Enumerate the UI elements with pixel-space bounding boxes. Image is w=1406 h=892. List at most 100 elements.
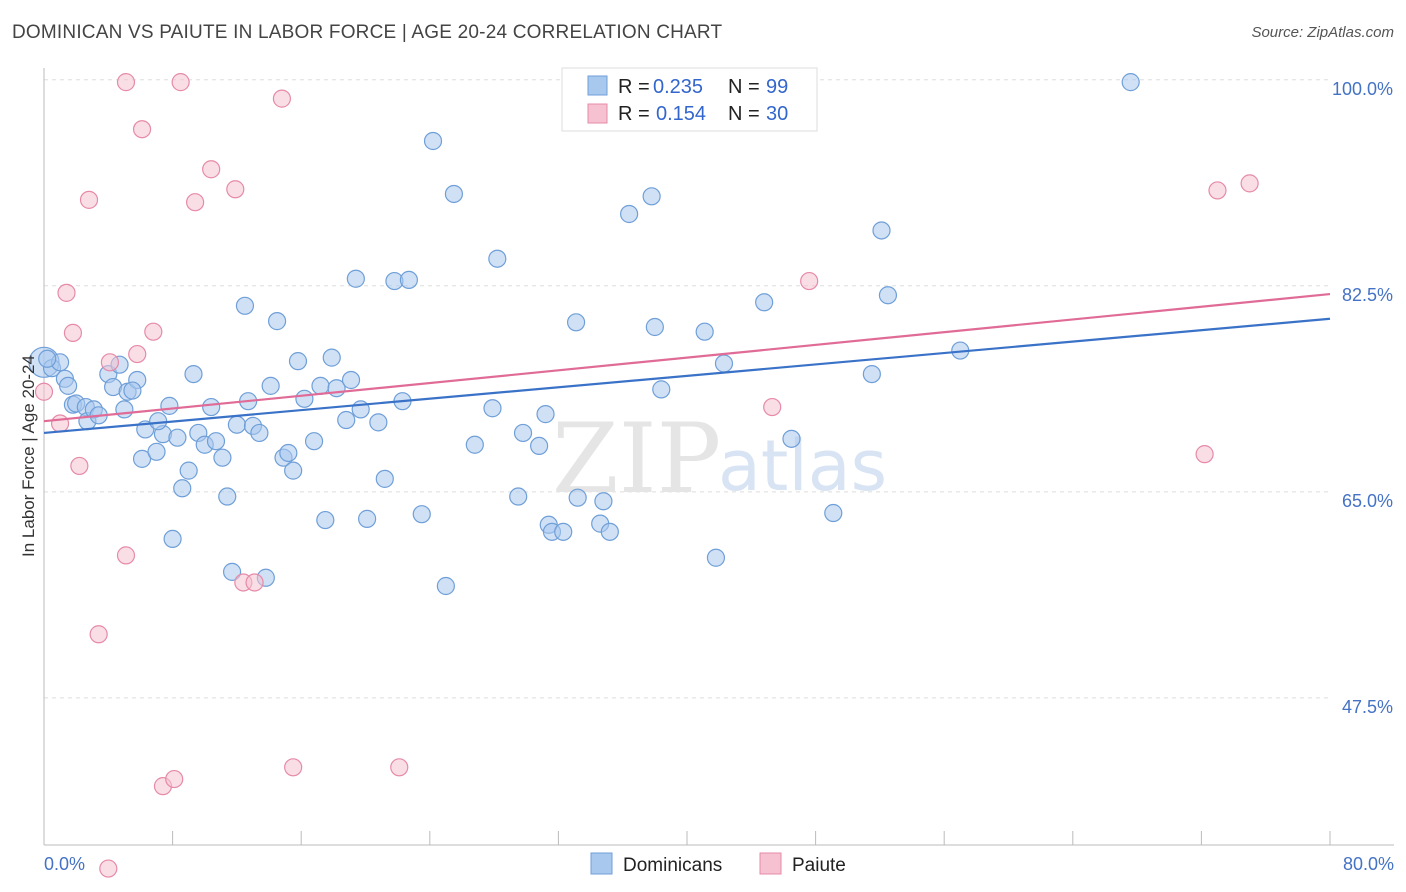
point-dominicans xyxy=(206,432,226,451)
point-dominicans xyxy=(59,376,78,395)
point-dominicans xyxy=(341,370,361,390)
point-paiute xyxy=(226,180,245,199)
point-paiute xyxy=(245,573,264,592)
point-dominicans xyxy=(782,429,801,448)
trend-lines xyxy=(43,292,1331,435)
point-dominicans xyxy=(132,449,152,468)
point-paiute xyxy=(128,344,147,364)
point-dominicans xyxy=(566,313,586,332)
point-dominicans xyxy=(168,428,187,447)
point-dominicans xyxy=(862,364,881,384)
point-dominicans xyxy=(706,548,726,567)
point-dominicans xyxy=(173,479,192,498)
point-dominicans xyxy=(695,322,714,341)
point-dominicans xyxy=(250,423,269,443)
legend-swatch-paiute xyxy=(587,103,608,124)
point-dominicans xyxy=(375,469,394,488)
correlation-legend: R = 0.235 N = 99 R = 0.154 N = 30 xyxy=(561,67,818,132)
point-dominicans xyxy=(261,376,280,395)
point-dominicans xyxy=(554,522,573,541)
point-dominicans xyxy=(513,423,533,443)
point-dominicans xyxy=(488,249,507,268)
point-dominicans xyxy=(509,487,528,506)
point-dominicans xyxy=(218,487,237,506)
point-paiute xyxy=(99,859,118,878)
y-tick-label: 100.0% xyxy=(1332,79,1393,99)
series-legend-label-dominicans: Dominicans xyxy=(623,855,722,876)
point-dominicans xyxy=(235,296,255,315)
point-dominicans xyxy=(267,312,287,331)
point-paiute xyxy=(70,456,89,476)
series-legend-swatch-paiute xyxy=(759,852,782,875)
point-dominicans xyxy=(568,488,587,507)
legend-r-label-dominicans: R = xyxy=(618,76,650,98)
point-paiute xyxy=(1240,174,1259,193)
point-dominicans xyxy=(1121,73,1140,92)
point-dominicans xyxy=(530,436,549,456)
legend-r-label-paiute: R = xyxy=(618,103,650,125)
point-dominicans xyxy=(872,221,891,240)
point-paiute xyxy=(284,758,303,777)
point-dominicans xyxy=(465,435,484,454)
point-dominicans xyxy=(483,399,502,418)
point-paiute xyxy=(116,73,136,92)
point-dominicans xyxy=(163,529,182,549)
point-paiute xyxy=(800,271,819,291)
point-dominicans xyxy=(222,562,242,581)
legend-n-value-paiute: 30 xyxy=(766,103,788,125)
point-paiute xyxy=(1208,181,1227,200)
x-tick-label-max: 80.0% xyxy=(1343,854,1394,874)
point-dominicans xyxy=(423,131,443,151)
point-paiute xyxy=(100,353,120,372)
point-paiute xyxy=(57,283,76,302)
legend-n-label-dominicans: N = xyxy=(728,76,760,98)
point-dominicans xyxy=(642,187,661,206)
point-dominicans xyxy=(311,376,330,395)
point-paiute xyxy=(186,193,205,212)
trend-line-paiute xyxy=(43,292,1331,423)
point-paiute xyxy=(132,120,152,139)
point-dominicans xyxy=(436,576,455,596)
point-dominicans xyxy=(160,396,179,415)
point-dominicans xyxy=(652,380,671,399)
point-paiute xyxy=(202,160,221,179)
series-legend-swatch-dominicans xyxy=(590,852,613,875)
point-dominicans xyxy=(202,397,221,417)
y-tick-label: 65.0% xyxy=(1342,491,1393,511)
trend-line-dominicans xyxy=(43,317,1331,435)
point-dominicans xyxy=(399,270,419,290)
point-dominicans xyxy=(358,509,377,528)
point-dominicans xyxy=(295,389,314,408)
point-paiute xyxy=(79,190,99,209)
point-dominicans xyxy=(147,442,166,461)
source-label: Source: ZipAtlas.com xyxy=(1251,24,1394,41)
point-dominicans xyxy=(346,269,365,288)
point-dominicans xyxy=(369,413,388,432)
point-paiute xyxy=(763,397,782,417)
point-dominicans xyxy=(288,352,308,371)
point-dominicans xyxy=(645,317,664,337)
x-ticks xyxy=(172,831,1331,845)
point-dominicans xyxy=(444,184,464,204)
point-dominicans xyxy=(184,364,203,384)
point-dominicans xyxy=(123,381,142,400)
point-dominicans xyxy=(620,204,639,224)
point-dominicans xyxy=(600,522,619,541)
point-dominicans xyxy=(824,503,843,523)
series-legend: Dominicans Paiute xyxy=(590,852,846,876)
point-paiute xyxy=(89,625,108,644)
point-paiute xyxy=(34,382,54,401)
legend-n-label-paiute: N = xyxy=(728,103,760,125)
point-paiute xyxy=(50,414,70,433)
point-paiute xyxy=(272,89,292,108)
point-dominicans xyxy=(878,286,898,305)
legend-n-value-dominicans: 99 xyxy=(766,76,788,98)
point-dominicans xyxy=(179,461,198,480)
point-dominicans xyxy=(149,412,168,431)
series-legend-label-paiute: Paiute xyxy=(792,855,846,876)
point-paiute xyxy=(390,758,409,777)
point-paiute xyxy=(171,73,190,92)
point-dominicans xyxy=(594,492,613,511)
point-dominicans xyxy=(536,405,555,424)
